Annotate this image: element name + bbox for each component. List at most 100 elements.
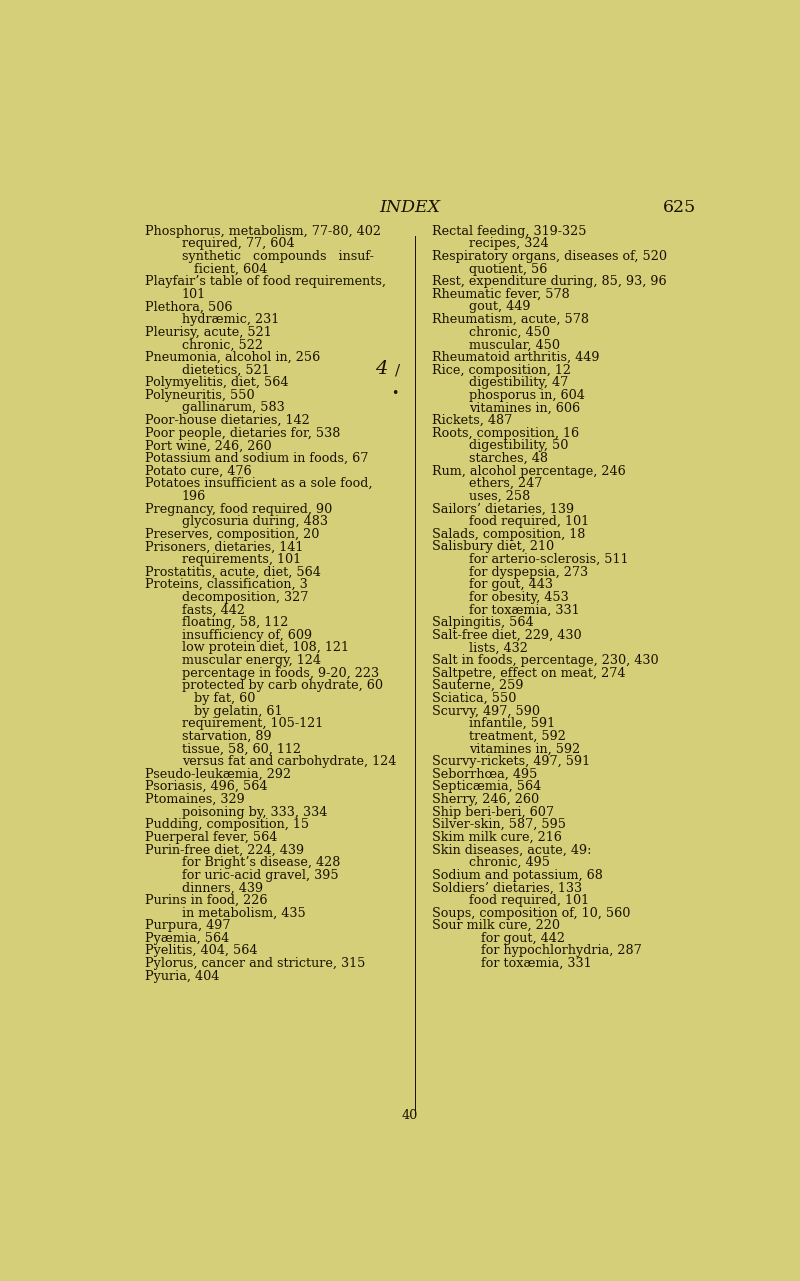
Text: Pneumonia, alcohol in, 256: Pneumonia, alcohol in, 256 <box>145 351 320 364</box>
Text: Sour milk cure, 220: Sour milk cure, 220 <box>432 920 560 933</box>
Text: Rice, composition, 12: Rice, composition, 12 <box>432 364 570 377</box>
Text: dinners, 439: dinners, 439 <box>182 881 263 894</box>
Text: Salt in foods, percentage, 230, 430: Salt in foods, percentage, 230, 430 <box>432 655 658 667</box>
Text: decomposition, 327: decomposition, 327 <box>182 591 308 603</box>
Text: for toxæmia, 331: for toxæmia, 331 <box>469 603 579 616</box>
Text: Plethora, 506: Plethora, 506 <box>145 301 232 314</box>
Text: gallinarum, 583: gallinarum, 583 <box>182 401 285 415</box>
Text: floating, 58, 112: floating, 58, 112 <box>182 616 288 629</box>
Text: Rheumatoid arthritis, 449: Rheumatoid arthritis, 449 <box>432 351 599 364</box>
Text: •: • <box>391 387 399 401</box>
Text: Rickets, 487: Rickets, 487 <box>432 414 512 427</box>
Text: Poor people, dietaries for, 538: Poor people, dietaries for, 538 <box>145 427 340 439</box>
Text: 625: 625 <box>663 199 696 216</box>
Text: by gelatin, 61: by gelatin, 61 <box>194 705 282 717</box>
Text: low protein diet, 108, 121: low protein diet, 108, 121 <box>182 642 349 655</box>
Text: Pregnancy, food required, 90: Pregnancy, food required, 90 <box>145 502 332 515</box>
Text: Salads, composition, 18: Salads, composition, 18 <box>432 528 585 541</box>
Text: Skim milk cure, 216: Skim milk cure, 216 <box>432 831 562 844</box>
Text: Purin-free diet, 224, 439: Purin-free diet, 224, 439 <box>145 843 304 857</box>
Text: Respiratory organs, diseases of, 520: Respiratory organs, diseases of, 520 <box>432 250 666 263</box>
Text: Scurvy-rickets, 497, 591: Scurvy-rickets, 497, 591 <box>432 755 590 769</box>
Text: tissue, 58, 60, 112: tissue, 58, 60, 112 <box>182 743 301 756</box>
Text: Potassium and sodium in foods, 67: Potassium and sodium in foods, 67 <box>145 452 368 465</box>
Text: starches, 48: starches, 48 <box>469 452 548 465</box>
Text: Salisbury diet, 210: Salisbury diet, 210 <box>432 541 554 553</box>
Text: digestibility, 47: digestibility, 47 <box>469 377 568 389</box>
Text: phosporus in, 604: phosporus in, 604 <box>469 389 585 402</box>
Text: Polymyelitis, diet, 564: Polymyelitis, diet, 564 <box>145 377 288 389</box>
Text: for arterio-sclerosis, 511: for arterio-sclerosis, 511 <box>469 553 629 566</box>
Text: Soups, composition of, 10, 560: Soups, composition of, 10, 560 <box>432 907 630 920</box>
Text: 101: 101 <box>182 288 206 301</box>
Text: for hypochlorhydria, 287: for hypochlorhydria, 287 <box>482 944 642 957</box>
Text: Pseudo-leukæmia, 292: Pseudo-leukæmia, 292 <box>145 767 290 780</box>
Text: required, 77, 604: required, 77, 604 <box>182 237 294 250</box>
Text: food required, 101: food required, 101 <box>469 894 589 907</box>
Text: Pyelitis, 404, 564: Pyelitis, 404, 564 <box>145 944 257 957</box>
Text: chronic, 522: chronic, 522 <box>182 338 263 351</box>
Text: Psoriasis, 496, 564: Psoriasis, 496, 564 <box>145 780 267 793</box>
Text: Rest, expenditure during, 85, 93, 96: Rest, expenditure during, 85, 93, 96 <box>432 275 666 288</box>
Text: versus fat and carbohydrate, 124: versus fat and carbohydrate, 124 <box>182 755 396 769</box>
Text: requirements, 101: requirements, 101 <box>182 553 301 566</box>
Text: Poor-house dietaries, 142: Poor-house dietaries, 142 <box>145 414 310 427</box>
Text: Seborrhœa, 495: Seborrhœa, 495 <box>432 767 537 780</box>
Text: /: / <box>395 364 400 378</box>
Text: Port wine, 246, 260: Port wine, 246, 260 <box>145 439 271 452</box>
Text: INDEX: INDEX <box>379 199 441 216</box>
Text: Saltpetre, effect on meat, 274: Saltpetre, effect on meat, 274 <box>432 666 626 680</box>
Text: for obesity, 453: for obesity, 453 <box>469 591 569 603</box>
Text: glycosuria during, 483: glycosuria during, 483 <box>182 515 328 528</box>
Text: Puerperal fever, 564: Puerperal fever, 564 <box>145 831 277 844</box>
Text: by fat, 60: by fat, 60 <box>194 692 256 705</box>
Text: Rum, alcohol percentage, 246: Rum, alcohol percentage, 246 <box>432 465 626 478</box>
Text: for uric-acid gravel, 395: for uric-acid gravel, 395 <box>182 869 338 881</box>
Text: recipes, 324: recipes, 324 <box>469 237 549 250</box>
Text: infantile, 591: infantile, 591 <box>469 717 555 730</box>
Text: for dyspepsia, 273: for dyspepsia, 273 <box>469 566 588 579</box>
Text: Prisoners, dietaries, 141: Prisoners, dietaries, 141 <box>145 541 303 553</box>
Text: vitamines in, 592: vitamines in, 592 <box>469 743 580 756</box>
Text: 196: 196 <box>182 489 206 503</box>
Text: Scurvy, 497, 590: Scurvy, 497, 590 <box>432 705 540 717</box>
Text: ficient, 604: ficient, 604 <box>194 263 268 275</box>
Text: dietetics, 521: dietetics, 521 <box>182 364 270 377</box>
Text: fasts, 442: fasts, 442 <box>182 603 245 616</box>
Text: insufficiency of, 609: insufficiency of, 609 <box>182 629 312 642</box>
Text: Pudding, composition, 15: Pudding, composition, 15 <box>145 819 309 831</box>
Text: quotient, 56: quotient, 56 <box>469 263 547 275</box>
Text: Phosphorus, metabolism, 77-80, 402: Phosphorus, metabolism, 77-80, 402 <box>145 224 381 238</box>
Text: Preserves, composition, 20: Preserves, composition, 20 <box>145 528 319 541</box>
Text: Sauterne, 259: Sauterne, 259 <box>432 679 523 692</box>
Text: Potato cure, 476: Potato cure, 476 <box>145 465 251 478</box>
Text: chronic, 495: chronic, 495 <box>469 856 550 869</box>
Text: Salpingitis, 564: Salpingitis, 564 <box>432 616 534 629</box>
Text: for toxæmia, 331: for toxæmia, 331 <box>482 957 592 970</box>
Text: Sherry, 246, 260: Sherry, 246, 260 <box>432 793 539 806</box>
Text: uses, 258: uses, 258 <box>469 489 530 503</box>
Text: gout, 449: gout, 449 <box>469 301 530 314</box>
Text: Prostatitis, acute, diet, 564: Prostatitis, acute, diet, 564 <box>145 566 321 579</box>
Text: for gout, 442: for gout, 442 <box>482 931 566 945</box>
Text: Septicæmia, 564: Septicæmia, 564 <box>432 780 541 793</box>
Text: Pyæmia, 564: Pyæmia, 564 <box>145 931 229 945</box>
Text: Purpura, 497: Purpura, 497 <box>145 920 230 933</box>
Text: Sciatica, 550: Sciatica, 550 <box>432 692 516 705</box>
Text: hydræmic, 231: hydræmic, 231 <box>182 313 279 327</box>
Text: Pyuria, 404: Pyuria, 404 <box>145 970 219 983</box>
Text: in metabolism, 435: in metabolism, 435 <box>182 907 306 920</box>
Text: starvation, 89: starvation, 89 <box>182 730 271 743</box>
Text: muscular, 450: muscular, 450 <box>469 338 560 351</box>
Text: percentage in foods, 9-20, 223: percentage in foods, 9-20, 223 <box>182 666 379 680</box>
Text: Potatoes insufficient as a sole food,: Potatoes insufficient as a sole food, <box>145 478 372 491</box>
Text: Rheumatic fever, 578: Rheumatic fever, 578 <box>432 288 570 301</box>
Text: Pleurisy, acute, 521: Pleurisy, acute, 521 <box>145 325 271 338</box>
Text: synthetic   compounds   insuf-: synthetic compounds insuf- <box>182 250 374 263</box>
Text: Sailors’ dietaries, 139: Sailors’ dietaries, 139 <box>432 502 574 515</box>
Text: Polyneuritis, 550: Polyneuritis, 550 <box>145 389 254 402</box>
Text: Purins in food, 226: Purins in food, 226 <box>145 894 267 907</box>
Text: Salt-free diet, 229, 430: Salt-free diet, 229, 430 <box>432 629 582 642</box>
Text: Rectal feeding, 319-325: Rectal feeding, 319-325 <box>432 224 586 238</box>
Text: 40: 40 <box>402 1109 418 1122</box>
